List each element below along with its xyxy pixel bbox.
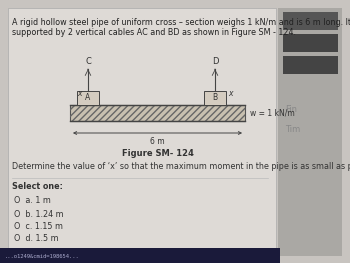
Text: B: B bbox=[212, 93, 218, 102]
Bar bbox=[70, 105, 245, 121]
Text: Determine the value of ‘x’ so that the maximum moment in the pipe is as small as: Determine the value of ‘x’ so that the m… bbox=[12, 162, 350, 171]
Text: A rigid hollow steel pipe of uniform cross – section weighs 1 kN/m and is 6 m lo: A rigid hollow steel pipe of uniform cro… bbox=[12, 18, 350, 27]
Text: Select one:: Select one: bbox=[12, 182, 63, 191]
Text: Tim: Tim bbox=[285, 125, 300, 134]
Text: D: D bbox=[212, 57, 218, 66]
Text: A: A bbox=[85, 93, 91, 102]
Bar bbox=[70, 105, 245, 121]
Bar bbox=[283, 12, 338, 30]
Bar bbox=[204, 91, 226, 105]
Text: Figure SM- 124: Figure SM- 124 bbox=[121, 149, 194, 158]
Bar bbox=[283, 56, 338, 74]
Text: O  a. 1 m: O a. 1 m bbox=[14, 196, 51, 205]
Bar bbox=[0, 248, 280, 263]
Text: x: x bbox=[228, 89, 232, 98]
Text: O  b. 1.24 m: O b. 1.24 m bbox=[14, 210, 64, 219]
Text: O  d. 1.5 m: O d. 1.5 m bbox=[14, 234, 59, 243]
Bar bbox=[8, 8, 276, 256]
Text: O  c. 1.15 m: O c. 1.15 m bbox=[14, 222, 63, 231]
Bar bbox=[283, 34, 338, 52]
Text: w = 1 kN/m: w = 1 kN/m bbox=[250, 109, 295, 118]
Text: x: x bbox=[77, 89, 81, 98]
Text: supported by 2 vertical cables AC and BD as shown in Figure SM - 124.: supported by 2 vertical cables AC and BD… bbox=[12, 28, 296, 37]
Text: 6 m: 6 m bbox=[150, 137, 165, 146]
Bar bbox=[278, 8, 342, 256]
Text: ...o1249&cmid=198654...: ...o1249&cmid=198654... bbox=[5, 254, 80, 259]
Text: Fin: Fin bbox=[285, 105, 297, 114]
Bar bbox=[77, 91, 99, 105]
Text: C: C bbox=[85, 57, 91, 66]
